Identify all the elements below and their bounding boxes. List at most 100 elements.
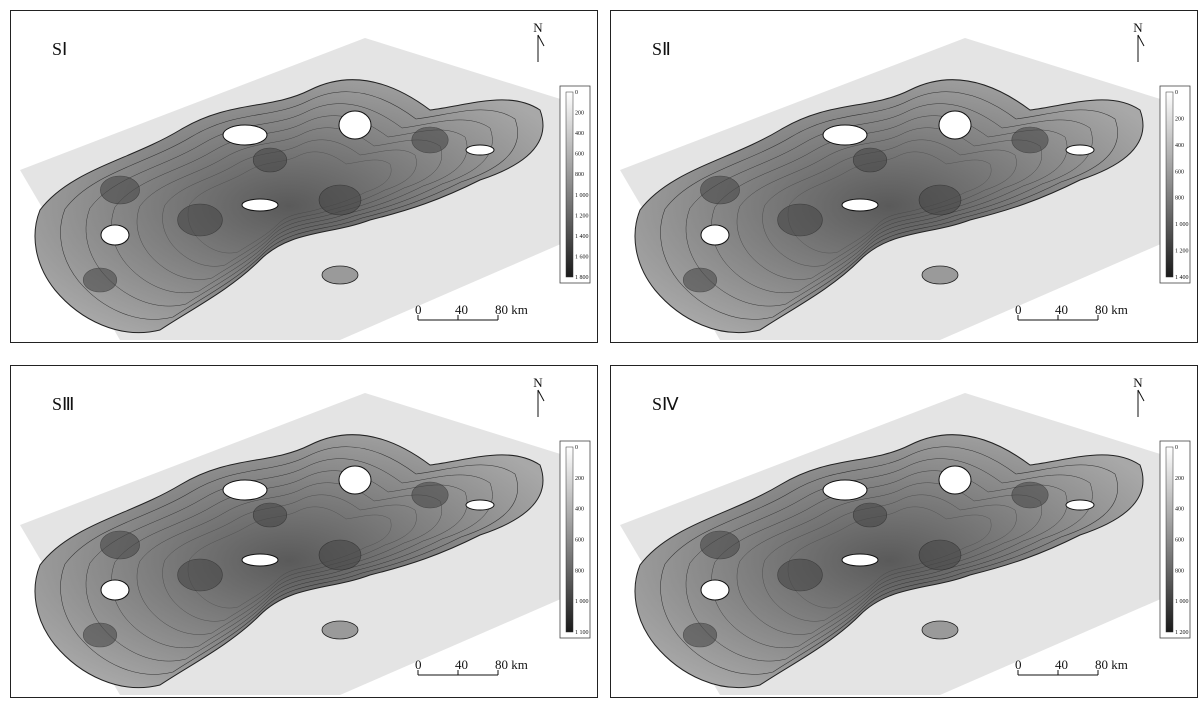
- contour-core: [100, 176, 139, 204]
- contour-core: [683, 623, 717, 647]
- map-hole: [466, 500, 494, 510]
- scale-label: 80 km: [495, 657, 528, 672]
- legend-label: 1 000: [1175, 222, 1189, 228]
- scale-label: 80 km: [495, 302, 528, 317]
- map-hole: [939, 466, 971, 494]
- map-hole: [242, 199, 278, 211]
- map-hole: [939, 111, 971, 139]
- map-hole: [339, 111, 371, 139]
- contour-core: [412, 482, 448, 508]
- north-label: N: [1133, 20, 1143, 35]
- panel-label: SⅡ: [652, 39, 671, 59]
- outlier-body: [922, 266, 958, 284]
- contour-core: [853, 148, 887, 172]
- map-hole: [466, 145, 494, 155]
- scale-label: 40: [1055, 657, 1068, 672]
- map-hole: [101, 580, 129, 600]
- legend-label: 0: [1175, 445, 1178, 451]
- contour-core: [319, 185, 361, 215]
- legend-label: 400: [575, 131, 584, 137]
- legend-label: 800: [575, 172, 584, 178]
- panel-label: SⅠ: [52, 39, 67, 59]
- scale-label: 0: [1015, 657, 1022, 672]
- legend-label: 600: [1175, 538, 1184, 544]
- legend-label: 0: [1175, 90, 1178, 96]
- map-hole: [101, 225, 129, 245]
- legend-label: 200: [1175, 476, 1184, 482]
- scale-label: 40: [1055, 302, 1068, 317]
- contour-core: [253, 148, 287, 172]
- map-hole: [823, 125, 867, 145]
- contour-core: [178, 559, 223, 591]
- scale-label: 0: [415, 657, 422, 672]
- north-arrow: [538, 35, 544, 46]
- map-panel: SⅠN02004006008001 0001 2001 4001 6001 80…: [11, 11, 598, 343]
- legend-label: 200: [575, 476, 584, 482]
- legend-bar: [566, 92, 573, 277]
- legend-label: 0: [575, 445, 578, 451]
- legend-label: 1 400: [1175, 275, 1189, 281]
- contour-core: [83, 623, 117, 647]
- contour-core: [83, 268, 117, 292]
- legend-label: 1 000: [1175, 599, 1189, 605]
- contour-core: [178, 204, 223, 236]
- map-hole: [223, 125, 267, 145]
- scale-label: 0: [1015, 302, 1022, 317]
- legend-label: 1 200: [1175, 249, 1189, 255]
- scale-label: 0: [415, 302, 422, 317]
- north-label: N: [533, 20, 543, 35]
- legend-label: 200: [575, 111, 584, 117]
- legend-label: 1 000: [575, 599, 589, 605]
- map-hole: [339, 466, 371, 494]
- north-arrow: [1138, 390, 1144, 401]
- map-hole: [1066, 500, 1094, 510]
- map-hole: [701, 580, 729, 600]
- north-label: N: [1133, 375, 1143, 390]
- legend-label: 1 800: [575, 275, 589, 281]
- legend-label: 200: [1175, 116, 1184, 122]
- outlier-body: [322, 621, 358, 639]
- legend-label: 400: [1175, 143, 1184, 149]
- contour-core: [919, 185, 961, 215]
- legend-bar: [566, 447, 573, 632]
- scale-label: 80 km: [1095, 302, 1128, 317]
- contour-core: [319, 540, 361, 570]
- legend-label: 600: [575, 538, 584, 544]
- legend-label: 800: [575, 568, 584, 574]
- scale-label: 80 km: [1095, 657, 1128, 672]
- legend-label: 400: [575, 507, 584, 513]
- legend-bar: [1166, 92, 1173, 277]
- north-arrow: [538, 390, 544, 401]
- legend-label: 400: [1175, 507, 1184, 513]
- legend-label: 800: [1175, 568, 1184, 574]
- map-hole: [842, 554, 878, 566]
- figure: SⅠN02004006008001 0001 2001 4001 6001 80…: [0, 0, 1198, 705]
- map-hole: [823, 480, 867, 500]
- map-hole: [223, 480, 267, 500]
- scale-label: 40: [455, 657, 468, 672]
- contour-core: [683, 268, 717, 292]
- legend-label: 1 000: [575, 193, 589, 199]
- map-hole: [242, 554, 278, 566]
- panel-label: SⅢ: [52, 394, 74, 414]
- contour-core: [919, 540, 961, 570]
- north-label: N: [533, 375, 543, 390]
- contour-core: [700, 176, 739, 204]
- legend-label: 1 100: [575, 630, 589, 636]
- legend-label: 0: [575, 90, 578, 96]
- panel-label: SⅣ: [652, 394, 679, 414]
- legend-label: 1 200: [1175, 630, 1189, 636]
- outlier-body: [322, 266, 358, 284]
- contour-core: [1012, 482, 1048, 508]
- contour-core: [853, 503, 887, 527]
- contour-core: [700, 531, 739, 559]
- map-hole: [701, 225, 729, 245]
- contour-core: [778, 559, 823, 591]
- contour-core: [100, 531, 139, 559]
- legend-label: 1 400: [575, 234, 589, 240]
- outlier-body: [922, 621, 958, 639]
- legend-label: 800: [1175, 196, 1184, 202]
- legend-label: 1 600: [575, 254, 589, 260]
